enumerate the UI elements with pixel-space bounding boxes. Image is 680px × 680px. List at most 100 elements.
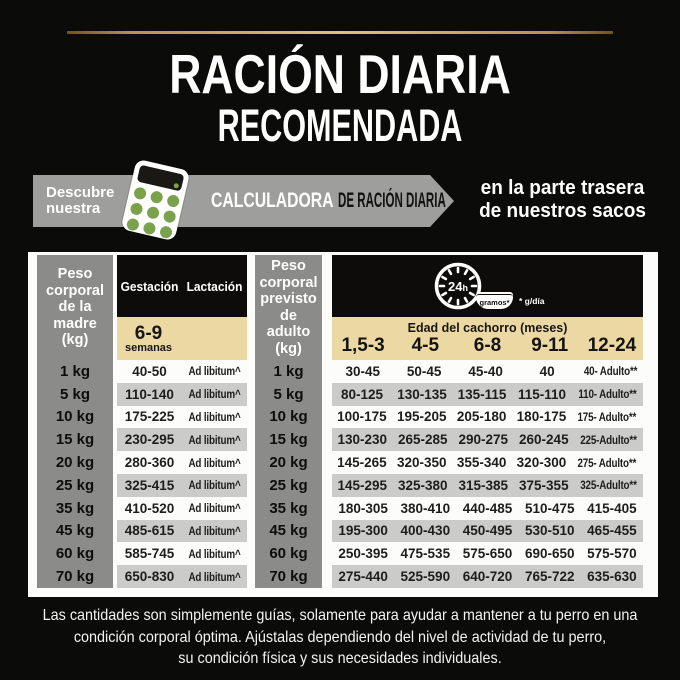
mother-table: Gestación Lactación 6-9 semanas 40-50 Ad l… [117,255,247,588]
gestation-value: 175-225 [124,409,175,425]
puppy-table-header: 24h gramos* * g/día [332,255,643,317]
ration-value: 315-385 [458,477,509,493]
bag-location-line2: de nuestros sacos [479,200,646,222]
svg-text:24h: 24h [448,279,468,294]
weight-label: 25 kg [55,476,95,494]
ration-value: 510-475 [524,500,575,516]
ration-value: 265-285 [398,432,448,448]
puppy-table: 24h gramos* * g/día Edad del cachorro (m… [332,255,643,588]
table-row: 650-830 Ad libitum^ [117,565,247,588]
ration-value: 475-535 [400,546,451,562]
weight-label: 45 kg [55,522,95,540]
gestation-value: 230-295 [124,432,175,448]
weight-label: 45 kg [269,522,308,540]
ration-value: 130-135 [397,386,447,402]
ration-value: 275-440 [338,569,388,585]
ration-value: 225-Adulto** [580,432,637,447]
clock-24h-icon: 24h [434,262,482,310]
table-row: 100-175 195-205 205-180 180-175 175- Adulto*… [332,406,643,429]
age-column-list: 1,5-3 4-5 6-8 9-11 12-24 [332,335,643,357]
table-row: 230-295 Ad libitum^ [117,428,247,452]
age-column-label: 6-8 [473,335,502,356]
table-row: 585-745 Ad libitum^ [117,542,247,565]
ration-value: 30-45 [345,363,380,379]
discover-line1: Descubre [46,184,115,201]
lactation-value: Ad libitum^ [188,501,241,516]
weight-label: 5 kg [59,385,90,403]
puppy-weight-column: Peso corporal previsto de adulto (kg) 1 … [255,255,322,588]
mother-row-list: 40-50 Ad libitum^ 110-140 Ad libitum^ 175-22… [117,360,247,588]
weight-label: 70 kg [55,568,95,586]
mother-table-subheader: 6-9 semanas [117,317,247,360]
calculator-banner-rest: DE RACIÓN DIARIA [338,189,447,212]
gold-divider [67,31,613,34]
table-row: 195-300 400-430 450-495 530-510 465-455 [332,519,643,543]
ration-value: 765-722 [524,569,575,585]
ration-value: 40- Adulto** [583,364,638,379]
ration-value: 575-650 [462,546,513,562]
ration-value: 195-300 [338,523,388,539]
table-row: 40-50 Ad libitum^ [117,360,247,383]
age-header: Edad del cachorro (meses) [407,321,568,335]
puppy-weight-list: 1 kg 5 kg 10 kg 15 kg 20 kg 25 kg 35 kg 45 kg 60… [255,360,322,588]
ration-value: 320-300 [516,455,567,471]
ration-value: 355-340 [456,455,507,471]
age-column-label: 9-11 [531,335,569,356]
mother-table-header: Gestación Lactación [117,255,247,317]
ration-value: 690-650 [524,546,575,562]
ration-value: 180-305 [338,500,388,516]
ration-value: 375-355 [519,477,569,493]
table-row: 180-305 380-410 440-485 510-475 415-405 [332,497,643,520]
disclaimer-line2: condición corporal óptima. Ajústalas dep… [73,628,607,646]
ration-value: 415-405 [587,500,637,516]
table-row: 325-415 Ad libitum^ [117,473,247,497]
gestation-value: 410-520 [124,500,175,516]
age-column-label: 12-24 [587,335,637,356]
ration-value: 45-40 [468,363,503,379]
mother-weight-list: 1 kg 5 kg 10 kg 15 kg 20 kg 25 kg 35 kg 45 kg 60… [37,360,113,588]
ration-value: 260-245 [519,432,569,448]
ration-value: 130-230 [337,432,388,448]
gestation-value: 40-50 [132,363,167,379]
ration-value: 290-275 [458,432,509,448]
weight-label: 10 kg [55,408,95,426]
lactation-value: Ad libitum^ [188,364,241,379]
weight-label: 25 kg [269,476,308,494]
calculator-icon [120,158,191,242]
ration-value: 145-295 [337,477,388,493]
ration-value: 640-720 [462,569,513,585]
calculator-banner-highlight: CALCULADORA [211,189,334,212]
table-row: 275-440 525-590 640-720 765-722 635-630 [332,565,643,588]
clock-unit: h [462,283,468,293]
ration-value: 525-590 [400,569,451,585]
weight-label: 60 kg [269,545,308,563]
weight-label: 5 kg [273,385,304,403]
grams-per-day-note: * g/día [519,296,545,306]
mother-weight-column: Peso corporal de la madre (kg) 1 kg 5 kg 1… [37,255,113,588]
column-label: Gestación [120,278,179,294]
ration-value: 450-495 [462,523,513,539]
weight-label: 10 kg [269,408,308,426]
lactation-value: Ad libitum^ [188,455,241,470]
calculator-keys [121,185,184,240]
gestation-weeks-unit: semanas [124,341,173,354]
table-row: 80-125 130-135 135-115 115-110 110- Adulto** [332,382,643,406]
table-row: 145-295 325-380 315-385 375-355 325-Adulto** [332,473,643,497]
lactation-value: Ad libitum^ [188,432,241,447]
mother-weight-header: Peso corporal de la madre (kg) [45,266,104,349]
disclaimer: Las cantidades son simplemente guías, so… [34,605,646,670]
table-row: 410-520 Ad libitum^ [117,497,247,520]
gestation-value: 650-830 [124,569,175,585]
ration-value: 530-510 [524,523,575,539]
ration-value: 145-265 [337,455,387,471]
ration-value: 325-380 [398,477,448,493]
lactation-value: Ad libitum^ [188,523,241,538]
table-row: 145-265 320-350 355-340 320-300 275- Adulto*… [332,451,643,474]
puppy-table-subheader: Edad del cachorro (meses) 1,5-3 4-5 6-8 9-1… [332,317,643,360]
ration-value: 175- Adulto** [577,409,637,424]
ration-value: 110- Adulto** [578,387,637,402]
ration-value: 135-115 [457,386,507,402]
weight-label: 60 kg [55,545,95,563]
lactation-value: Ad libitum^ [188,569,241,584]
